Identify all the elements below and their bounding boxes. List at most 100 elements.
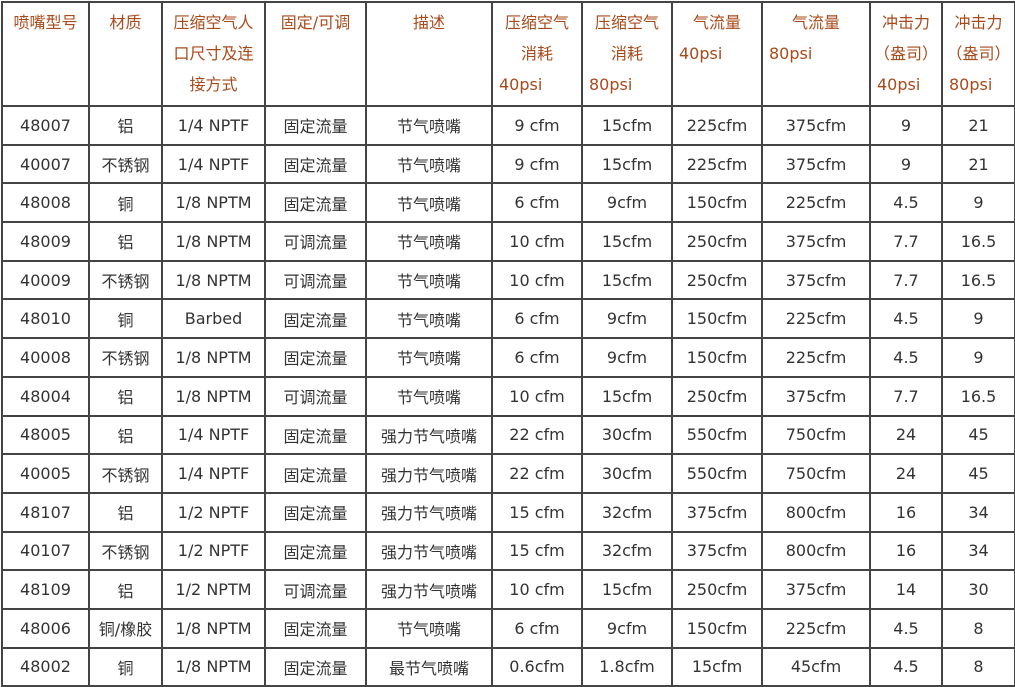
table-cell: 1/2 NPTM	[161, 569, 266, 610]
table-cell: 强力节气喷嘴	[365, 453, 493, 494]
table-cell: 40007	[1, 143, 90, 185]
table-row: 40007 不锈钢 1/4 NPTF 固定流量 节气喷嘴 9 cfm 15cfm 225cfm…	[1, 143, 1015, 185]
column-header: 气流量 80psi	[761, 1, 871, 107]
table-cell: 铝	[88, 105, 163, 146]
table-cell: 铜/橡胶	[88, 607, 163, 649]
table-cell: 10 cfm	[491, 221, 583, 262]
table-cell: 强力节气喷嘴	[365, 414, 493, 456]
table-cell: 48004	[1, 375, 90, 417]
header-line: 压缩空气	[594, 13, 659, 32]
table-cell: 强力节气喷嘴	[365, 569, 493, 610]
table-cell: 6 cfm	[491, 607, 583, 649]
table-cell: 1/8 NPTM	[161, 337, 266, 378]
table-cell: 150cfm	[671, 182, 763, 224]
table-cell: 铝	[88, 221, 163, 262]
table-cell: 铝	[88, 569, 163, 610]
table-cell: 48007	[1, 105, 90, 146]
table-cell: 34	[941, 491, 1015, 533]
table-cell: 可调流量	[264, 259, 367, 301]
table-cell: 9	[941, 182, 1015, 224]
table-cell: 可调流量	[264, 375, 367, 417]
table-cell: 375cfm	[671, 530, 763, 572]
header-line: 冲击力	[954, 13, 1003, 32]
table-cell: 固定流量	[264, 530, 367, 572]
table-cell: 1/4 NPTF	[161, 143, 266, 185]
table-cell: 375cfm	[761, 569, 871, 610]
table-cell: 16	[869, 530, 943, 572]
header-line: 气流量	[791, 13, 840, 32]
table-cell: 16	[869, 491, 943, 533]
table-cell: 250cfm	[671, 569, 763, 610]
table-cell: 40107	[1, 530, 90, 572]
table-cell: 固定流量	[264, 143, 367, 185]
table-cell: 节气喷嘴	[365, 298, 493, 340]
table-cell: 15cfm	[581, 569, 673, 610]
header-psi: 40psi	[679, 44, 723, 63]
header-line: 喷嘴型号	[13, 13, 78, 32]
table-cell: 9cfm	[581, 337, 673, 378]
header-psi: 40psi	[499, 75, 543, 94]
table-cell: 40009	[1, 259, 90, 301]
table-cell: 固定流量	[264, 491, 367, 533]
table-cell: 不锈钢	[88, 337, 163, 378]
table-cell: 不锈钢	[88, 143, 163, 185]
table-cell: 固定流量	[264, 337, 367, 378]
table-cell: 7.7	[869, 375, 943, 417]
table-cell: 可调流量	[264, 569, 367, 610]
header-line: 气流量	[692, 13, 741, 32]
table-cell: 10 cfm	[491, 259, 583, 301]
table-cell: 固定流量	[264, 105, 367, 146]
table-cell: 225cfm	[671, 143, 763, 185]
table-cell: 15cfm	[581, 259, 673, 301]
table-cell: 45	[941, 414, 1015, 456]
table-cell: 1/8 NPTM	[161, 259, 266, 301]
table-cell: 250cfm	[671, 259, 763, 301]
table-cell: 15 cfm	[491, 530, 583, 572]
table-cell: 7.7	[869, 259, 943, 301]
header-line: （盎司）	[873, 44, 938, 63]
column-header: 冲击力 （盎司） 80psi	[941, 1, 1015, 107]
table-cell: 375cfm	[671, 491, 763, 533]
table-cell: 375cfm	[761, 221, 871, 262]
table-cell: 250cfm	[671, 375, 763, 417]
table-cell: 铝	[88, 491, 163, 533]
table-cell: 强力节气喷嘴	[365, 530, 493, 572]
table-cell: 1/4 NPTF	[161, 105, 266, 146]
table-cell: 强力节气喷嘴	[365, 491, 493, 533]
header-line: 消耗	[520, 44, 553, 63]
table-cell: 250cfm	[671, 221, 763, 262]
column-header: 压缩空气 消耗 80psi	[581, 1, 673, 107]
header-line: 压缩空气	[504, 13, 569, 32]
table-cell: 固定流量	[264, 182, 367, 224]
table-row: 40107 不锈钢 1/2 NPTF 固定流量 强力节气喷嘴 15 cfm 32cfm 375…	[1, 530, 1015, 572]
table-cell: 16.5	[941, 221, 1015, 262]
table-cell: 15cfm	[581, 143, 673, 185]
table-cell: 固定流量	[264, 298, 367, 340]
table-cell: 15cfm	[581, 221, 673, 262]
table-cell: 1/8 NPTM	[161, 182, 266, 224]
table-cell: 14	[869, 569, 943, 610]
table-cell: 16.5	[941, 259, 1015, 301]
table-cell: 节气喷嘴	[365, 221, 493, 262]
table-cell: 节气喷嘴	[365, 337, 493, 378]
header-psi: 80psi	[949, 75, 993, 94]
table-row: 48002 铜 1/8 NPTM 固定流量 最节气喷嘴 0.6cfm 1.8cfm 15cfm…	[1, 646, 1015, 687]
column-header: 描述	[365, 1, 493, 107]
table-cell: 48006	[1, 607, 90, 649]
table-cell: 45cfm	[761, 646, 871, 687]
column-header: 固定/可调	[264, 1, 367, 107]
table-cell: 750cfm	[761, 453, 871, 494]
table-row: 48109 铝 1/2 NPTM 可调流量 强力节气喷嘴 10 cfm 15cfm 250cf…	[1, 569, 1015, 610]
table-cell: 34	[941, 530, 1015, 572]
table-cell: 节气喷嘴	[365, 105, 493, 146]
header-row: 喷嘴型号 材质 压缩空气人 口尺寸及连 接方式 固定/可调 描述 压缩空气 消耗 40psi 压缩空…	[1, 1, 1015, 107]
header-line: 固定/可调	[280, 13, 351, 32]
table-cell: 550cfm	[671, 453, 763, 494]
table-cell: 48107	[1, 491, 90, 533]
table-cell: 150cfm	[671, 337, 763, 378]
table-cell: 铜	[88, 646, 163, 687]
table-cell: 1/8 NPTM	[161, 221, 266, 262]
table-cell: 铝	[88, 375, 163, 417]
table-cell: 21	[941, 143, 1015, 185]
table-row: 48009 铝 1/8 NPTM 可调流量 节气喷嘴 10 cfm 15cfm 250cfm 3…	[1, 221, 1015, 262]
